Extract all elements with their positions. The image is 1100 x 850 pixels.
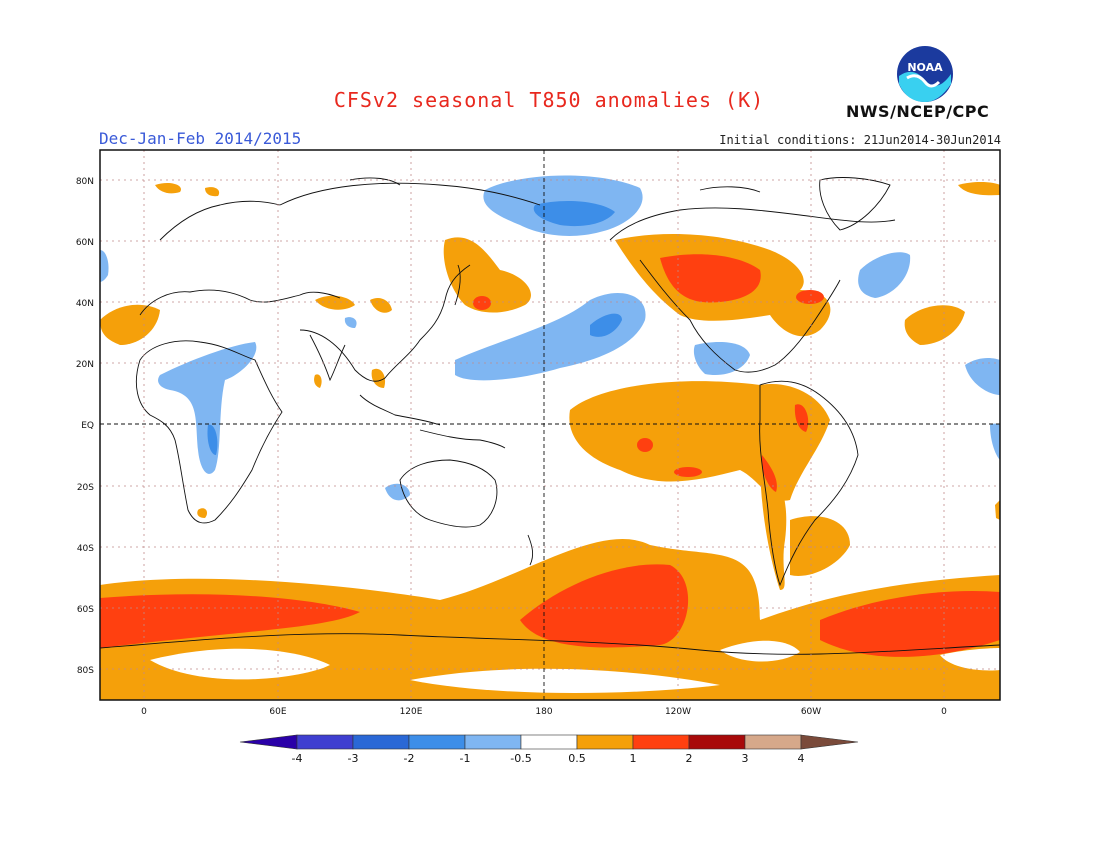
colorbar-label: -2 [404, 752, 415, 765]
colorbar-label: 1 [630, 752, 637, 765]
colorbar-swatch [352, 734, 410, 750]
map-frame [99, 149, 1001, 701]
map-plot-area [100, 150, 1000, 700]
lat-label: EQ [81, 421, 94, 431]
season-label: Dec-Jan-Feb 2014/2015 [99, 129, 302, 148]
colorbar-label: 3 [742, 752, 749, 765]
colorbar-swatch [576, 734, 634, 750]
tropical-pacific-positive [569, 381, 850, 590]
equator-dateline [100, 150, 1000, 700]
colorbar-label: 4 [798, 752, 805, 765]
coastlines [100, 177, 1000, 655]
lat-label: 40S [77, 544, 94, 554]
colorbar-label: -0.5 [510, 752, 531, 765]
lat-label: 80N [76, 177, 94, 187]
colorbar-label: 2 [686, 752, 693, 765]
lon-label: 120W [665, 707, 691, 717]
graticule [100, 150, 1000, 700]
colorbar-swatch [520, 734, 578, 750]
lat-label: 20S [77, 483, 94, 493]
colorbar-swatch-max [800, 734, 859, 750]
nw-pacific-positive [314, 237, 531, 388]
colorbar-swatch [408, 734, 466, 750]
colorbar-swatch [744, 734, 802, 750]
colorbar-label: -4 [292, 752, 303, 765]
southern-band-positive [100, 539, 1000, 700]
colorbar-swatch [688, 734, 746, 750]
lon-label: 180 [535, 707, 552, 717]
colorbar-swatch [464, 734, 522, 750]
colorbar-swatch-min [239, 734, 298, 750]
colorbar-swatch [296, 734, 354, 750]
longitude-labels: 0 60E 120E 180 120W 60W 0 [141, 707, 947, 717]
chart-title: CFSv2 seasonal T850 anomalies (K) [333, 88, 765, 112]
lat-label: 60S [77, 605, 94, 615]
colorbar-label: 0.5 [568, 752, 586, 765]
north-america-positive [615, 234, 831, 337]
lon-label: 0 [941, 707, 947, 717]
lon-label: 60E [269, 707, 286, 717]
latitude-labels: 80N 60N 40N 20N EQ 20S 40S 60S 80S [76, 177, 94, 676]
colorbar: -4 -3 -2 -1 -0.5 0.5 1 2 3 4 [239, 734, 859, 765]
lat-label: 80S [77, 666, 94, 676]
lon-label: 60W [801, 707, 821, 717]
agency-label: NWS/NCEP/CPC [846, 102, 990, 121]
noaa-logo: NOAA [895, 44, 955, 104]
initial-conditions-label: Initial conditions: 21Jun2014-30Jun2014 [719, 133, 1001, 147]
negative-anomalies [100, 175, 1000, 501]
lat-label: 20N [76, 360, 94, 370]
lat-label: 40N [76, 299, 94, 309]
colorbar-label: -3 [348, 752, 359, 765]
lon-label: 0 [141, 707, 147, 717]
lon-label: 120E [400, 707, 423, 717]
colorbar-label: -1 [460, 752, 471, 765]
europe-positive [100, 181, 1000, 520]
logo-text: NOAA [907, 61, 943, 74]
colorbar-swatch [632, 734, 690, 750]
lat-label: 60N [76, 238, 94, 248]
